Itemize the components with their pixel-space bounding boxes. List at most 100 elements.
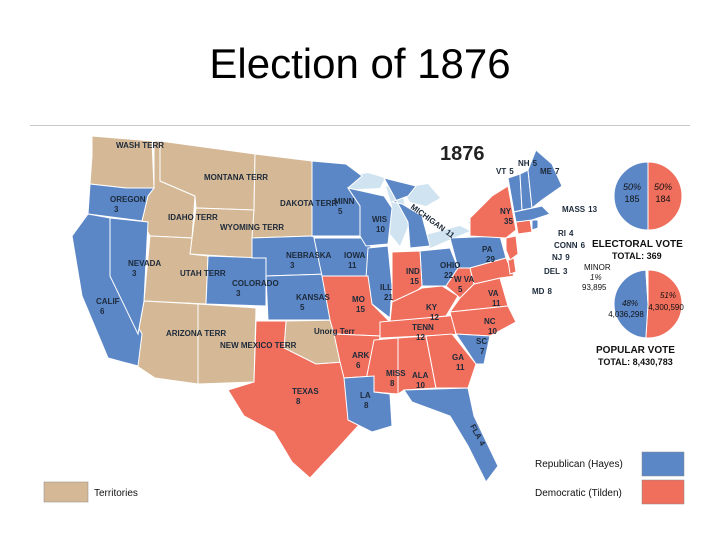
popular-vote-total: TOTAL: 8,430,783 — [598, 357, 673, 367]
state-nc — [449, 305, 517, 337]
state-electoral-votes: 9 — [565, 253, 570, 262]
state-electoral-votes: 6 — [100, 307, 105, 316]
elec-rep-pct: 50% — [623, 182, 641, 192]
state-electoral-votes: 3 — [132, 269, 137, 278]
state-name: NY — [500, 207, 512, 216]
state-label-sc: SC 7 — [476, 337, 487, 356]
state-label-ark: ARK 6 — [352, 351, 370, 370]
state-name: MD — [532, 287, 545, 296]
state-label-nj: NJ 9 — [552, 253, 570, 262]
state-name: Unorg Terr — [314, 327, 355, 336]
state-name: MO — [352, 295, 365, 304]
elec-dem-val: 184 — [655, 194, 670, 204]
state-name: NC — [484, 317, 496, 326]
state-name: WYOMING TERR — [220, 223, 284, 232]
state-label-nevada: NEVADA 3 — [128, 259, 161, 278]
state-electoral-votes: 13 — [588, 205, 597, 214]
state-ga — [425, 333, 477, 389]
state-name: GA — [452, 353, 464, 362]
state-label-ill: ILL 21 — [380, 283, 393, 302]
state-name: VT — [496, 167, 506, 176]
minor-val: 93,895 — [582, 283, 607, 292]
pop-dem-val: 4,300,590 — [648, 303, 684, 312]
state-name: LA — [360, 391, 371, 400]
slide-title: Election of 1876 — [209, 40, 511, 87]
state-label-iowa: IOWA 11 — [344, 251, 366, 270]
svg-text:W VA5: W VA 5 — [454, 275, 475, 294]
pie-slice-popular-republican — [613, 269, 649, 339]
state-name: UTAH TERR — [180, 269, 226, 278]
state-label-montana: MONTANA TERR — [204, 173, 268, 182]
state-name: TEXAS — [292, 387, 319, 396]
state-label-nh: NH 5 — [518, 159, 538, 168]
electoral-vote-total: TOTAL: 369 — [612, 251, 662, 261]
state-label-va: VA 11 — [488, 289, 501, 308]
state-va — [448, 277, 509, 313]
pop-rep-val: 4,036,298 — [608, 310, 644, 319]
state-name: ARK — [352, 351, 370, 360]
state-label-wash: WASH TERR — [116, 141, 164, 150]
electoral-vote-title: ELECTORAL VOTE — [592, 239, 683, 250]
svg-text:WASH TERR: WASH TERR — [116, 141, 164, 150]
state-nevada — [109, 217, 149, 336]
state-label-newmexico: NEW MEXICO TERR — [220, 341, 297, 350]
state-electoral-votes: 11 — [456, 363, 465, 372]
state-electoral-votes: 8 — [547, 287, 552, 296]
state-name: WASH TERR — [116, 141, 164, 150]
svg-text:NEW MEXICO TERR: NEW MEXICO TERR — [220, 341, 297, 350]
state-name: IDAHO TERR — [168, 213, 218, 222]
state-regions — [71, 135, 563, 483]
state-mass — [513, 205, 551, 223]
pie-slice-popular-democratic — [645, 269, 683, 339]
popular-vote-pie: MINOR 1% 93,895 48% 4,036,298 51% 4,300,… — [582, 263, 684, 367]
legend-swatch-democratic — [641, 479, 685, 505]
minor-pct: 1% — [590, 273, 602, 282]
state-name: COLORADO — [232, 279, 279, 288]
svg-text:Unorg Terr: Unorg Terr — [314, 327, 355, 336]
state-electoral-votes: 4 — [569, 229, 574, 238]
state-electoral-votes: 6 — [581, 241, 586, 250]
state-name: ALA — [412, 371, 429, 380]
state-label-la: LA 8 — [360, 391, 371, 410]
state-name: WIS — [372, 215, 388, 224]
svg-text:WYOMING TERR: WYOMING TERR — [220, 223, 284, 232]
state-name: NEVADA — [128, 259, 161, 268]
state-del — [507, 257, 517, 275]
state-label-calif: CALIF 6 — [96, 297, 120, 316]
state-texas — [227, 320, 359, 479]
svg-text:LA8: LA 8 — [360, 391, 371, 410]
state-electoral-votes: 5 — [300, 303, 305, 312]
state-ny — [469, 185, 517, 239]
svg-text:NJ9: NJ 9 — [552, 253, 570, 262]
state-label-vt: VT 5 — [496, 167, 514, 176]
state-label-wis: WIS 10 — [372, 215, 388, 234]
state-electoral-votes: 7 — [480, 347, 485, 356]
state-electoral-votes: 3 — [290, 261, 295, 270]
state-name: ILL — [380, 283, 392, 292]
state-name: ARIZONA TERR — [166, 329, 226, 338]
state-md — [469, 257, 515, 285]
state-electoral-votes: 7 — [555, 167, 560, 176]
state-label-wyoming: WYOMING TERR — [220, 223, 284, 232]
map-year: 1876 — [440, 143, 485, 165]
state-colorado — [205, 255, 267, 307]
state-label-colorado: COLORADO 3 — [232, 279, 279, 298]
svg-text:IDAHO TERR: IDAHO TERR — [168, 213, 218, 222]
state-electoral-votes: 3 — [563, 267, 568, 276]
state-name: W VA — [454, 275, 475, 284]
